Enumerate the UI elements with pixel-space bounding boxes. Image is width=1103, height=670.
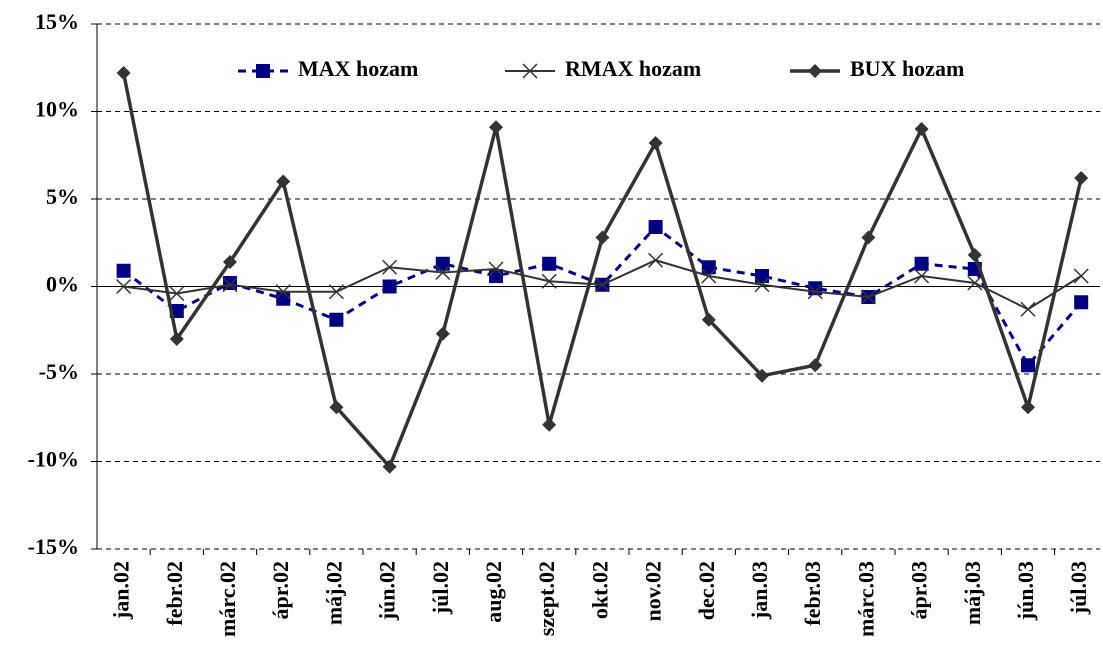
marker <box>648 136 663 150</box>
marker <box>755 368 769 383</box>
legend-marker <box>522 63 538 79</box>
x-tick-label: ápr.02 <box>268 561 293 619</box>
marker <box>595 230 610 245</box>
legend-marker <box>256 64 270 78</box>
marker <box>276 291 291 306</box>
x-tick-label: júl.02 <box>428 561 453 615</box>
x-tick-label: máj.03 <box>960 561 985 625</box>
marker <box>807 284 823 300</box>
x-tick-label: jún.02 <box>375 561 400 621</box>
marker <box>648 252 664 268</box>
x-tick-label: febr.02 <box>162 561 187 626</box>
legend-label: RMAX hozam <box>565 56 701 81</box>
legend-label: BUX hozam <box>850 56 964 81</box>
x-tick-label: márc.02 <box>215 561 240 637</box>
y-tick-label: -10% <box>28 447 79 472</box>
marker <box>435 256 450 271</box>
marker <box>542 417 557 432</box>
marker <box>169 285 185 302</box>
marker <box>914 122 929 136</box>
marker <box>169 332 184 346</box>
marker <box>382 459 397 474</box>
marker <box>435 326 450 341</box>
y-tick-label: 10% <box>35 97 79 122</box>
marker <box>1074 171 1089 185</box>
marker <box>701 268 717 284</box>
y-tick-label: 15% <box>35 9 79 34</box>
marker <box>222 277 238 293</box>
legend-label: MAX hozam <box>298 56 418 81</box>
marker <box>1021 400 1035 415</box>
x-tick-label: jan.03 <box>747 561 772 620</box>
marker <box>328 284 344 300</box>
marker <box>754 277 770 293</box>
x-tick-label: jún.03 <box>1013 561 1038 621</box>
marker <box>541 273 557 289</box>
marker <box>329 400 344 415</box>
marker <box>701 260 716 275</box>
y-tick-label: 5% <box>46 184 79 209</box>
marker <box>914 268 930 284</box>
x-tick-label: júl.03 <box>1066 561 1091 615</box>
legend-item: RMAX hozam <box>505 56 701 81</box>
y-tick-label: 0% <box>46 272 79 297</box>
series-line <box>121 72 1083 471</box>
marker <box>488 261 504 277</box>
marker <box>861 230 876 245</box>
x-tick-label: nov.02 <box>641 561 666 622</box>
marker <box>435 264 451 281</box>
marker <box>648 220 663 234</box>
marker <box>223 255 237 269</box>
marker <box>967 248 982 262</box>
marker <box>542 256 557 271</box>
marker <box>594 277 610 293</box>
marker <box>489 120 503 135</box>
marker <box>914 256 929 271</box>
x-tick-label: márc.03 <box>853 561 878 637</box>
x-tick-label: dec.02 <box>694 561 719 620</box>
x-tick-label: máj.02 <box>321 561 346 625</box>
marker <box>1073 268 1089 284</box>
marker <box>276 174 291 189</box>
marker <box>755 269 769 283</box>
y-tick-label: -15% <box>28 534 79 559</box>
marker <box>382 279 397 294</box>
marker <box>1021 358 1035 373</box>
marker <box>223 276 237 290</box>
marker <box>116 263 131 278</box>
legend-item: MAX hozam <box>238 56 418 81</box>
x-tick-label: okt.02 <box>587 561 612 619</box>
legend-item: BUX hozam <box>790 56 964 81</box>
marker <box>701 312 716 327</box>
marker <box>116 66 131 80</box>
x-tick-label: aug.02 <box>481 561 506 623</box>
marker <box>116 278 132 295</box>
x-tick-label: ápr.03 <box>907 561 932 619</box>
marker <box>329 312 344 327</box>
marker <box>1020 301 1036 317</box>
marker <box>860 289 876 305</box>
marker <box>808 358 823 373</box>
legend-marker <box>808 64 822 78</box>
marker <box>275 284 291 300</box>
marker <box>1074 295 1089 310</box>
x-tick-label: szept.02 <box>534 561 559 636</box>
y-tick-label: -5% <box>39 359 79 384</box>
x-tick-label: febr.03 <box>800 561 825 626</box>
series-line <box>122 224 1083 368</box>
marker <box>967 275 983 291</box>
marker <box>382 259 398 275</box>
x-tick-label: jan.02 <box>109 561 134 620</box>
